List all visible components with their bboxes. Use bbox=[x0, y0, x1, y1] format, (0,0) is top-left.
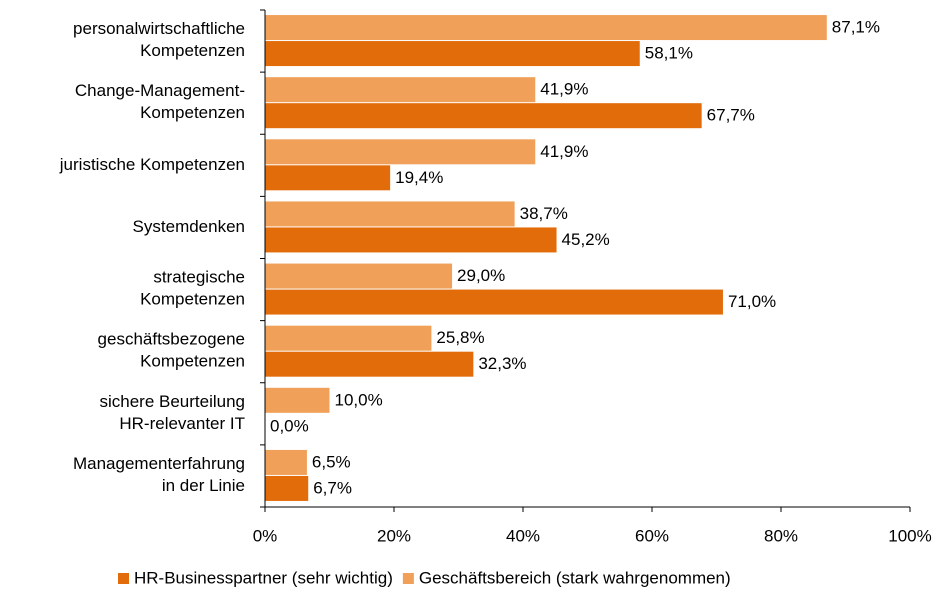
value-label: 25,8% bbox=[436, 328, 484, 347]
x-tick-label: 80% bbox=[764, 526, 798, 545]
legend-label: HR-Businesspartner (sehr wichtig) bbox=[134, 568, 393, 587]
bar bbox=[265, 77, 536, 103]
category-label: personalwirtschaftliche Kompetenzen bbox=[73, 20, 245, 61]
bar bbox=[265, 475, 309, 501]
category-label: Managementerfahrung in der Linie bbox=[73, 454, 245, 495]
value-label: 41,9% bbox=[540, 142, 588, 161]
x-tick-label: 100% bbox=[888, 526, 931, 545]
legend-swatch bbox=[118, 573, 129, 584]
category-label: Change-Management-Kompetenzen bbox=[75, 82, 245, 123]
value-label: 6,7% bbox=[313, 478, 352, 497]
value-label: 41,9% bbox=[540, 80, 588, 99]
category-label: Systemdenken bbox=[133, 217, 245, 236]
x-tick-label: 60% bbox=[635, 526, 669, 545]
value-label: 6,5% bbox=[312, 452, 351, 471]
value-label: 58,1% bbox=[645, 44, 693, 63]
bar bbox=[265, 289, 723, 315]
legend-label: Geschäftsbereich (stark wahrgenommen) bbox=[419, 568, 731, 587]
bar bbox=[265, 15, 827, 41]
bar bbox=[265, 449, 307, 475]
x-tick-label: 40% bbox=[506, 526, 540, 545]
x-tick-label: 20% bbox=[377, 526, 411, 545]
value-label: 32,3% bbox=[478, 354, 526, 373]
category-label: geschäftsbezogene Kompetenzen bbox=[98, 330, 245, 371]
category-label: juristische Kompetenzen bbox=[59, 155, 245, 174]
value-label: 45,2% bbox=[562, 230, 610, 249]
bar bbox=[265, 201, 515, 227]
value-label: 10,0% bbox=[335, 390, 383, 409]
x-tick-label: 0% bbox=[253, 526, 278, 545]
category-label: sichere Beurteilung HR-relevanter IT bbox=[99, 392, 245, 433]
bar bbox=[265, 263, 453, 289]
bar bbox=[265, 103, 702, 129]
value-label: 19,4% bbox=[395, 168, 443, 187]
value-label: 87,1% bbox=[832, 18, 880, 37]
value-label: 29,0% bbox=[457, 266, 505, 285]
value-label: 71,0% bbox=[728, 292, 776, 311]
bar bbox=[265, 139, 536, 165]
value-label: 67,7% bbox=[707, 106, 755, 125]
bar bbox=[265, 351, 474, 377]
value-label: 38,7% bbox=[520, 204, 568, 223]
bar bbox=[265, 325, 432, 351]
bar bbox=[265, 165, 391, 191]
bar bbox=[265, 387, 330, 413]
category-label: strategische Kompetenzen bbox=[140, 268, 245, 309]
bar bbox=[265, 227, 557, 253]
value-label: 0,0% bbox=[270, 416, 309, 435]
legend-swatch bbox=[402, 573, 414, 584]
bar bbox=[265, 41, 640, 67]
